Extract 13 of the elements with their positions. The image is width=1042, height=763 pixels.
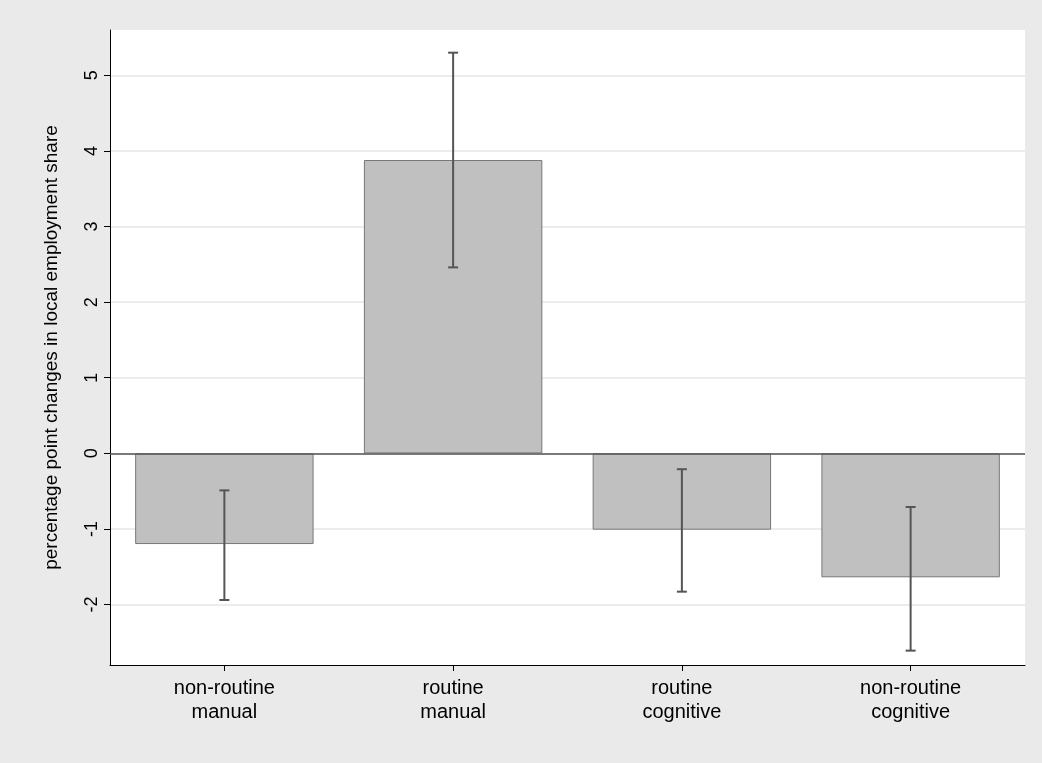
x-tick-label: non-routine cognitive bbox=[860, 676, 962, 722]
x-tick-label: routine cognitive bbox=[642, 676, 722, 722]
y-tick-label: -1 bbox=[81, 520, 101, 537]
x-tick-label: non-routine manual bbox=[173, 676, 275, 722]
y-tick-label: -2 bbox=[81, 596, 101, 613]
y-axis-title: percentage point changes in local employment share bbox=[40, 125, 61, 570]
y-tick-label: 4 bbox=[81, 145, 101, 156]
y-tick-label: 0 bbox=[81, 448, 101, 459]
y-tick-label: 1 bbox=[81, 372, 101, 383]
y-tick-label: 2 bbox=[81, 297, 101, 308]
x-tick-label: routine manual bbox=[420, 676, 486, 722]
y-tick-label: 3 bbox=[81, 221, 101, 232]
y-tick-label: 5 bbox=[81, 70, 101, 81]
